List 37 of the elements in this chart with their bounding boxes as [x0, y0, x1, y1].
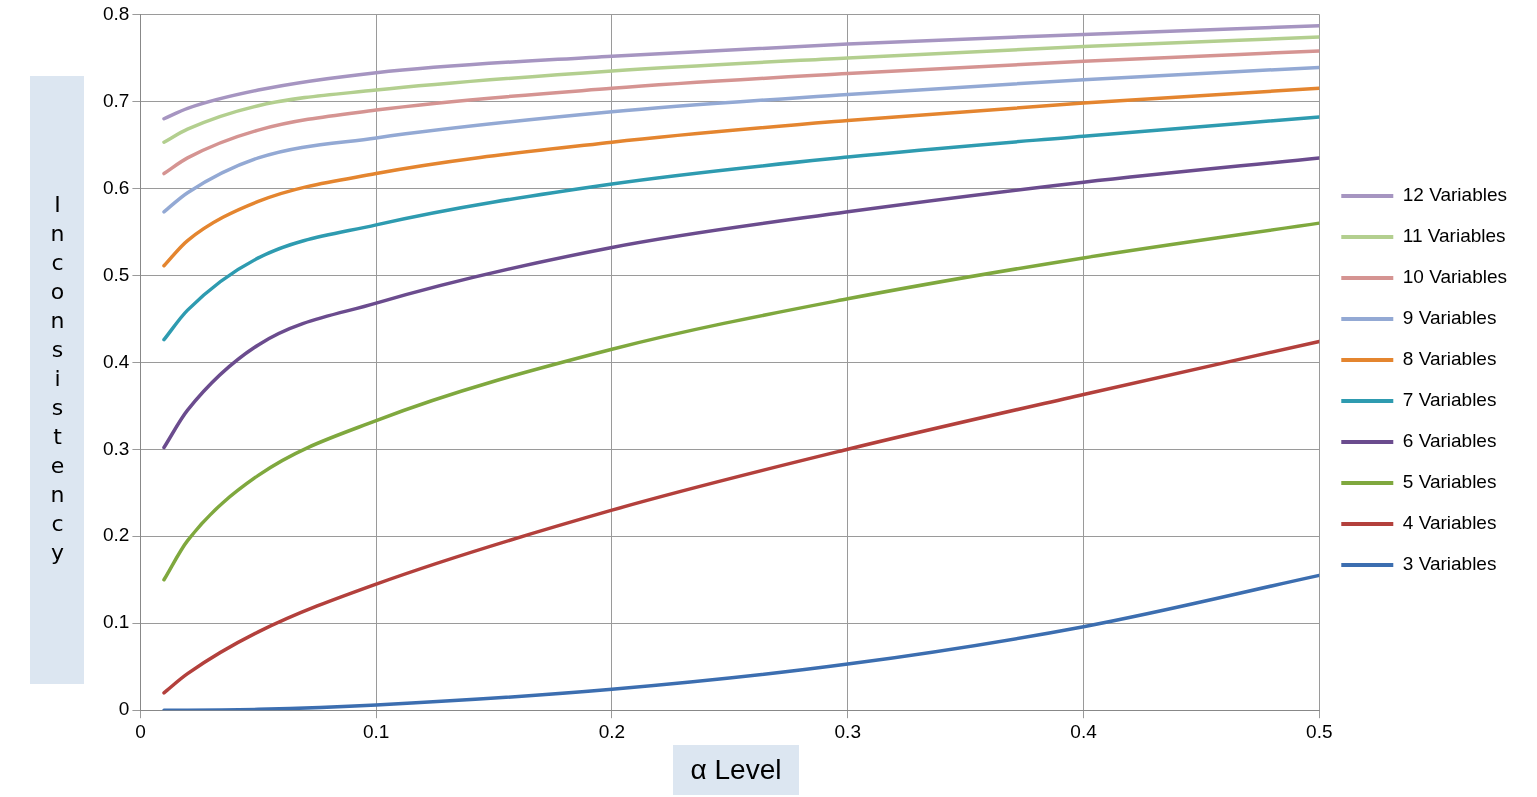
legend-label: 3 Variables: [1402, 553, 1497, 575]
line-series: [162, 573, 1320, 711]
line-series: [162, 23, 1320, 121]
y-tick-label: 0.6: [102, 176, 130, 198]
line-series: [162, 156, 1320, 450]
y-tick-label: 0: [118, 698, 130, 720]
legend-label: 8 Variables: [1402, 348, 1497, 370]
line-series: [162, 115, 1320, 342]
x-tick-label: 0.3: [834, 720, 861, 742]
x-tick-label: 0.4: [1070, 720, 1098, 742]
legend-label: 4 Variables: [1402, 512, 1497, 534]
legend-label: 5 Variables: [1402, 471, 1497, 493]
legend-label: 9 Variables: [1402, 307, 1497, 329]
line-series: [162, 339, 1320, 695]
x-tick-label: 0.2: [598, 720, 626, 742]
line-series: [162, 49, 1320, 176]
legend-label: 12 Variables: [1402, 184, 1508, 206]
y-tick-label: 0.4: [102, 350, 130, 372]
x-tick-label: 0: [135, 720, 146, 742]
y-tick-label: 0.8: [102, 2, 130, 24]
legend-label: 10 Variables: [1402, 266, 1508, 288]
line-series: [162, 35, 1320, 144]
legend-label: 11 Variables: [1402, 225, 1506, 247]
y-tick-label: 0.7: [102, 89, 130, 111]
line-series: [162, 86, 1320, 268]
line-series: [162, 65, 1320, 214]
line-series: [162, 221, 1320, 582]
x-axis-title: α Level: [673, 745, 799, 795]
y-tick-label: 0.3: [102, 437, 130, 459]
y-tick-label: 0.2: [102, 524, 130, 546]
y-tick-label: 0.1: [102, 611, 130, 633]
x-tick-label: 0.1: [362, 720, 390, 742]
y-tick-label: 0.5: [102, 263, 130, 285]
y-axis-title: Inconsistency: [30, 76, 84, 684]
legend-label: 7 Variables: [1402, 389, 1497, 411]
x-tick-label: 0.5: [1306, 720, 1333, 742]
legend-label: 6 Variables: [1402, 430, 1497, 452]
